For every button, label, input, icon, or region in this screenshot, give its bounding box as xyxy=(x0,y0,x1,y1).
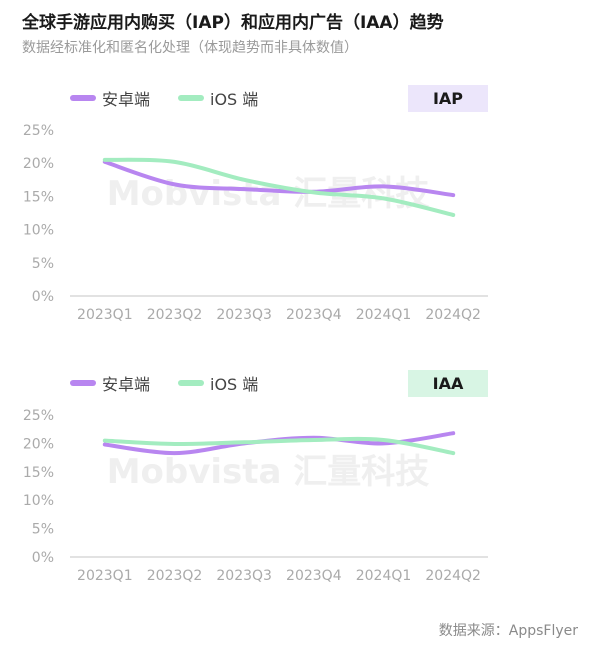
iaa-line-chart: Mobvista 汇量科技 0% 5% 10% 15% 20% 25% 2023Q1 2023Q… xyxy=(23,408,488,584)
iaa-series-line-ios xyxy=(102,436,456,456)
data-source: 数据来源：AppsFlyer xyxy=(438,623,578,639)
iap-y-tick-label: 10% xyxy=(23,223,54,239)
iap-x-tick-label: 2023Q3 xyxy=(216,307,272,323)
iap-chart-panel: Mobvista 汇量科技 0% 5% 10% 15% 20% 25% 2023Q1 2023Q… xyxy=(0,75,600,345)
iap-y-tick-label: 20% xyxy=(23,156,54,172)
legend-label-ios: iOS 端 xyxy=(210,375,259,394)
legend-item-ios: iOS 端 xyxy=(178,371,258,395)
iap-series-line-ios xyxy=(102,157,456,217)
legend-swatch-android xyxy=(70,380,96,386)
iap-y-tick-label: 25% xyxy=(23,123,54,139)
legend-label-android: 安卓端 xyxy=(102,375,151,394)
iaa-chart-panel: Mobvista 汇量科技 0% 5% 10% 15% 20% 25% 2023Q1 2023Q… xyxy=(0,360,600,600)
iap-y-tick-label: 15% xyxy=(23,189,54,205)
legend-item-android: 安卓端 xyxy=(70,86,150,110)
iaa-y-tick-label: 10% xyxy=(23,493,54,509)
iap-x-tick-label: 2023Q2 xyxy=(147,307,203,323)
iap-x-tick-label: 2024Q2 xyxy=(425,307,481,323)
page-title: 全球手游应用内购买（IAP）和应用内广告（IAA）趋势 xyxy=(22,13,444,33)
legend-item-ios: iOS 端 xyxy=(178,86,258,110)
iaa-x-tick-label: 2023Q2 xyxy=(147,568,203,584)
iaa-y-tick-label: 20% xyxy=(23,436,54,452)
legend-item-android: 安卓端 xyxy=(70,371,150,395)
legend-swatch-ios xyxy=(178,95,205,101)
iaa-badge: IAA xyxy=(408,370,488,397)
iap-y-tick-label: 5% xyxy=(32,256,54,272)
legend-swatch-android xyxy=(70,95,96,101)
iap-x-tick-label: 2024Q1 xyxy=(356,307,412,323)
legend-label-ios: iOS 端 xyxy=(210,90,259,109)
iaa-watermark: Mobvista 汇量科技 xyxy=(107,452,430,492)
iaa-x-tick-label: 2024Q1 xyxy=(356,568,412,584)
iap-x-tick-label: 2023Q4 xyxy=(286,307,342,323)
iaa-y-tick-label: 25% xyxy=(23,408,54,424)
iaa-y-tick-label: 0% xyxy=(32,550,54,566)
page-subtitle: 数据经标准化和匿名化处理（体现趋势而非具体数值） xyxy=(22,40,358,56)
iaa-y-tick-label: 5% xyxy=(32,522,54,538)
legend-swatch-ios xyxy=(178,380,205,386)
iap-legend: 安卓端 iOS 端 xyxy=(70,85,286,111)
iap-x-tick-label: 2023Q1 xyxy=(77,307,133,323)
legend-label-android: 安卓端 xyxy=(102,90,151,109)
iaa-x-tick-label: 2023Q3 xyxy=(216,568,272,584)
iaa-x-tick-label: 2024Q2 xyxy=(425,568,481,584)
iap-series-line-android xyxy=(102,159,456,198)
iaa-y-tick-label: 15% xyxy=(23,465,54,481)
iap-badge: IAP xyxy=(408,85,488,112)
iaa-x-tick-label: 2023Q4 xyxy=(286,568,342,584)
iaa-x-tick-label: 2023Q1 xyxy=(77,568,133,584)
iap-y-tick-label: 0% xyxy=(32,289,54,305)
iaa-legend: 安卓端 iOS 端 xyxy=(70,370,286,396)
